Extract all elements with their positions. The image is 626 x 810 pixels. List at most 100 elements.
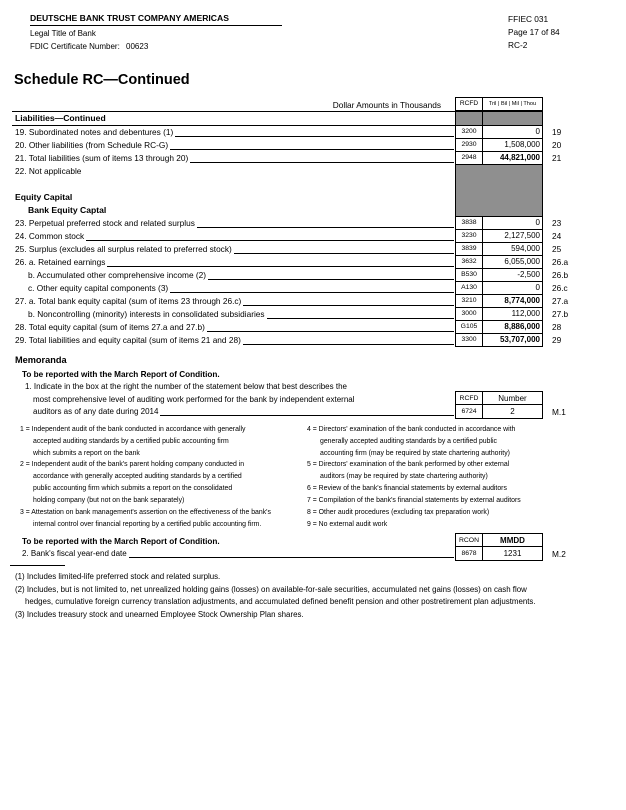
table-row: b. Noncontrolling (minority) interests i… bbox=[12, 308, 626, 321]
memoranda-title: Memoranda bbox=[15, 355, 67, 365]
table-row: 27. a. Total bank equity capital (sum of… bbox=[12, 295, 626, 308]
dotted-leader bbox=[266, 308, 454, 319]
memo1-line1: 1. Indicate in the box at the right the … bbox=[25, 382, 347, 391]
row-value: 8,886,000 bbox=[483, 321, 543, 334]
row-item-number: 24 bbox=[552, 231, 562, 241]
row-item-number: 27.a bbox=[552, 296, 569, 306]
mdrm-code: 3230 bbox=[455, 230, 483, 243]
march-report-note-2: To be reported with the March Report of … bbox=[22, 537, 220, 547]
shaded-cell bbox=[455, 204, 543, 217]
row-item-number: 29 bbox=[552, 335, 562, 345]
row-value: 2,127,500 bbox=[483, 230, 543, 243]
schedule-title: Schedule RC—Continued bbox=[14, 72, 190, 88]
memo2-value: 1231 bbox=[483, 546, 543, 561]
row-label: 23. Perpetual preferred stock and relate… bbox=[15, 218, 195, 228]
mdrm-code: 2948 bbox=[455, 152, 483, 165]
table-row: 19. Subordinated notes and debentures (1… bbox=[12, 126, 626, 139]
march-report-note: To be reported with the March Report of … bbox=[22, 370, 220, 379]
table-row: 23. Perpetual preferred stock and relate… bbox=[12, 217, 626, 230]
row-item-number: 26.c bbox=[552, 283, 568, 293]
dotted-leader bbox=[175, 126, 454, 137]
table-row: Equity Capital bbox=[12, 191, 626, 204]
footnote-1: (1) Includes limited-life preferred stoc… bbox=[15, 571, 221, 581]
dotted-leader bbox=[242, 334, 454, 345]
dotted-leader bbox=[128, 548, 454, 558]
memo2-value-header: MMDD bbox=[483, 532, 543, 547]
dotted-leader bbox=[243, 295, 454, 306]
memo2-item-number: M.2 bbox=[552, 548, 566, 559]
form-id: FFIEC 031 bbox=[508, 14, 549, 24]
memo2-entry-box: RCON MMDD 8678 1231 bbox=[455, 532, 543, 561]
statement-line: 2 = Independent audit of the bank's pare… bbox=[20, 461, 510, 469]
row-label: 27. a. Total bank equity capital (sum of… bbox=[15, 296, 242, 306]
statement-line: 1 = Independent audit of the bank conduc… bbox=[20, 425, 516, 433]
row-label: 22. Not applicable bbox=[15, 166, 82, 176]
mdrm-code: 2930 bbox=[455, 139, 483, 152]
table-row: 29. Total liabilities and equity capital… bbox=[12, 334, 626, 347]
row-label: b. Accumulated other comprehensive incom… bbox=[28, 270, 207, 280]
row-item-number: 26.b bbox=[552, 270, 569, 280]
code-column-header: RCFD bbox=[455, 97, 483, 111]
table-row: 20. Other liabilities (from Schedule RC-… bbox=[12, 139, 626, 152]
row-value: 0 bbox=[483, 126, 543, 139]
bank-name: DEUTSCHE BANK TRUST COMPANY AMERICAS bbox=[30, 13, 282, 26]
mdrm-code: 3210 bbox=[455, 295, 483, 308]
fdic-certificate-line: FDIC Certificate Number: 00623 bbox=[30, 42, 626, 52]
audit-statement-list: 1 = Independent audit of the bank conduc… bbox=[20, 424, 626, 531]
dotted-leader bbox=[196, 217, 454, 228]
footnote-3: (3) Includes treasury stock and unearned… bbox=[15, 610, 304, 620]
page-number: Page 17 of 84 bbox=[508, 27, 560, 37]
row-label: 29. Total liabilities and equity capital… bbox=[15, 335, 241, 345]
statement-line: accordance with generally accepted audit… bbox=[33, 473, 488, 481]
row-value: -2,500 bbox=[483, 269, 543, 282]
row-label: 26. a. Retained earnings bbox=[15, 257, 106, 267]
dotted-leader bbox=[233, 243, 454, 254]
shaded-cells bbox=[455, 112, 543, 125]
memo1-item-number: M.1 bbox=[552, 406, 566, 417]
row-value: 112,000 bbox=[483, 308, 543, 321]
statement-line: accepted auditing standards by a certifi… bbox=[33, 437, 497, 445]
row-value: 1,508,000 bbox=[483, 139, 543, 152]
table-row: 26. a. Retained earnings 3632 6,055,000 2… bbox=[12, 256, 626, 269]
memo-item-1: To be reported with the March Report of … bbox=[15, 368, 626, 419]
mdrm-code: G105 bbox=[455, 321, 483, 334]
row-value: 0 bbox=[483, 282, 543, 295]
table-row: b. Accumulated other comprehensive incom… bbox=[12, 269, 626, 282]
fdic-label: FDIC Certificate Number: bbox=[30, 42, 120, 51]
row-label: 19. Subordinated notes and debentures (1… bbox=[15, 127, 174, 137]
row-value: 594,000 bbox=[483, 243, 543, 256]
memo1-code-header: RCFD bbox=[455, 390, 483, 405]
section-heading-row: Liabilities—Continued bbox=[12, 111, 626, 126]
table-row: 24. Common stock 3230 2,127,500 24 bbox=[12, 230, 626, 243]
mdrm-code: 3200 bbox=[455, 126, 483, 139]
row-item-number: 21 bbox=[552, 153, 562, 163]
mdrm-code: 3838 bbox=[455, 217, 483, 230]
statement-line: 3 = Attestation on bank management's ass… bbox=[20, 509, 490, 517]
shaded-cell bbox=[455, 165, 543, 178]
memo1-value: 2 bbox=[483, 404, 543, 419]
dotted-leader bbox=[208, 269, 454, 280]
memo2-label: 2. Bank's fiscal year-end date bbox=[22, 549, 127, 559]
row-label: 21. Total liabilities (sum of items 13 t… bbox=[15, 153, 189, 163]
row-label: c. Other equity capital components (3) bbox=[28, 283, 169, 293]
row-item-number: 19 bbox=[552, 127, 562, 137]
dotted-leader bbox=[107, 256, 454, 267]
column-headers: RCFD Tril | Bil | Mil | Thou bbox=[455, 97, 543, 111]
footnote-separator bbox=[10, 564, 65, 566]
statement-line: internal control over financial reportin… bbox=[33, 520, 388, 528]
table-row: c. Other equity capital components (3) A… bbox=[12, 282, 626, 295]
dotted-leader bbox=[160, 406, 454, 416]
mdrm-code: 3300 bbox=[455, 334, 483, 347]
amounts-caption: Dollar Amounts in Thousands bbox=[332, 100, 441, 110]
dotted-leader bbox=[170, 282, 454, 293]
row-item-number: 25 bbox=[552, 244, 562, 254]
section-heading: Liabilities—Continued bbox=[15, 113, 106, 123]
equity-capital-heading: Equity Capital bbox=[15, 192, 73, 202]
mdrm-code: 3632 bbox=[455, 256, 483, 269]
memo-item-2: To be reported with the March Report of … bbox=[15, 532, 626, 561]
balance-table: Dollar Amounts in Thousands RCFD Tril | … bbox=[12, 97, 626, 347]
row-value: 44,821,000 bbox=[483, 152, 543, 165]
row-item-number: 28 bbox=[552, 322, 562, 332]
row-value: 6,055,000 bbox=[483, 256, 543, 269]
row-item-number: 23 bbox=[552, 218, 562, 228]
